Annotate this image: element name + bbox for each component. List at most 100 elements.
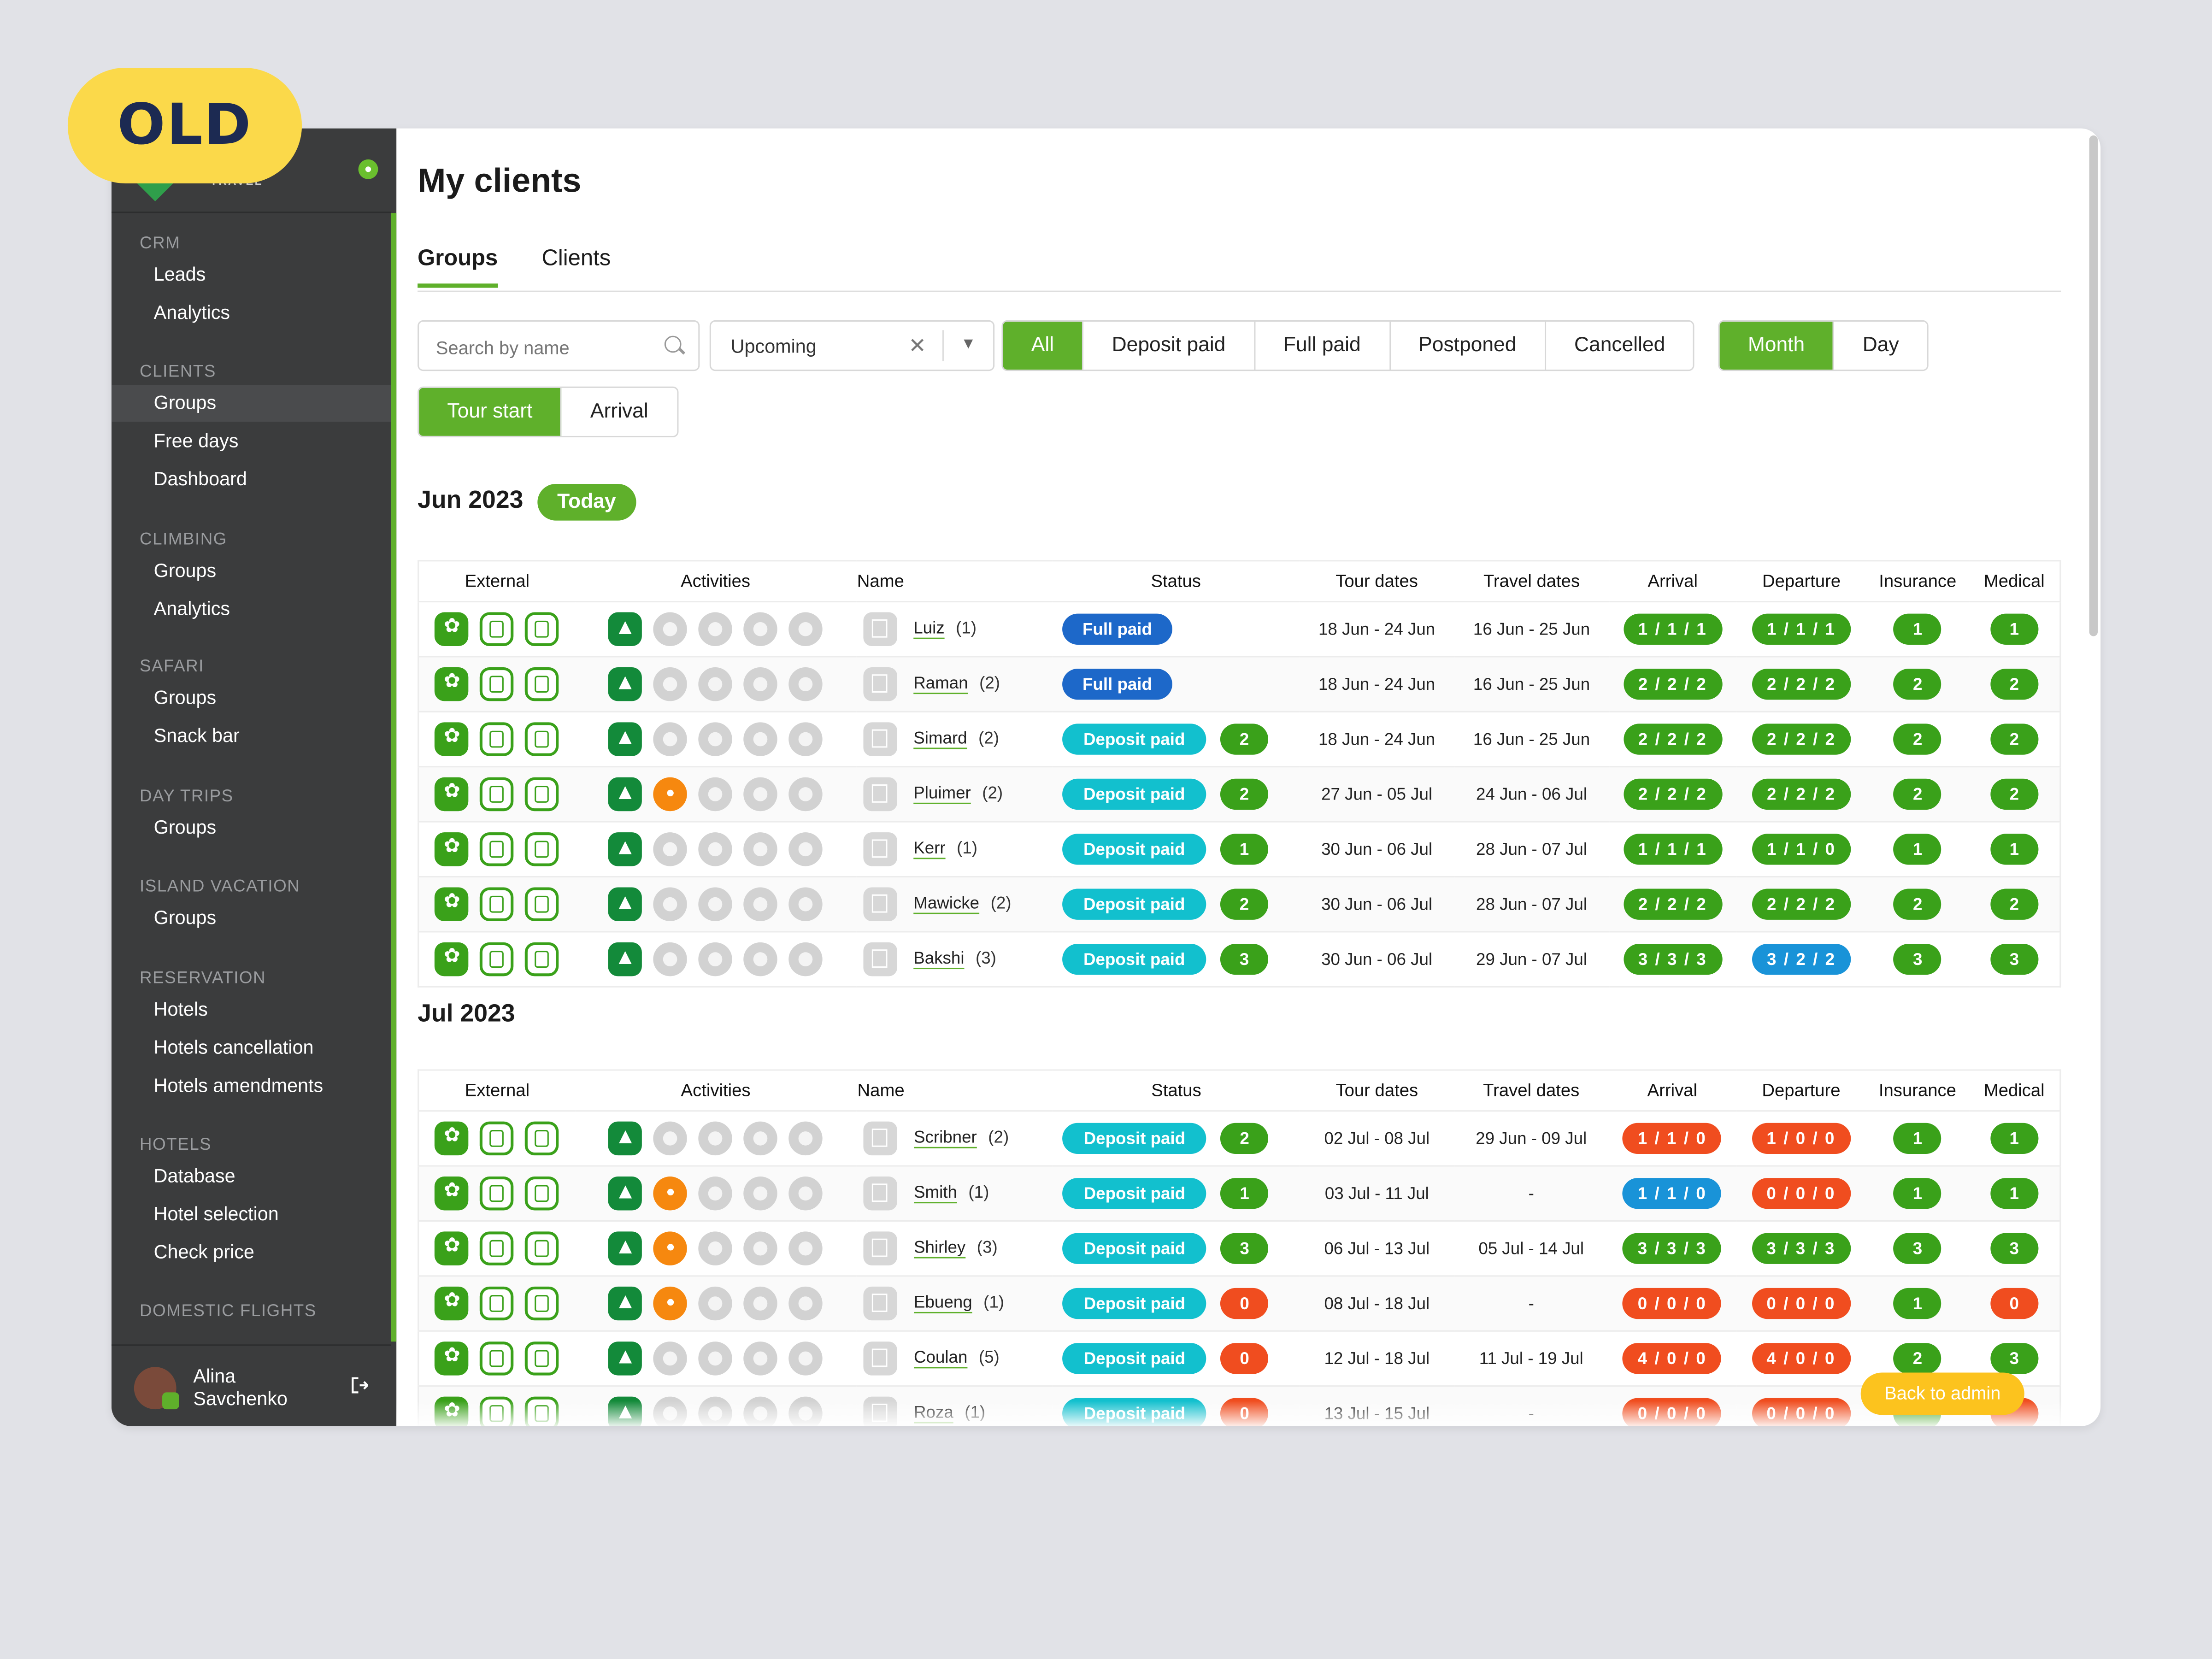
climbing-icon[interactable] — [608, 777, 642, 812]
status-badge[interactable]: Full paid — [1062, 669, 1172, 700]
client-name-link[interactable]: Simard — [913, 728, 967, 748]
calculator-icon[interactable] — [480, 1231, 514, 1265]
table-row[interactable]: Simard (2) Deposit paid 2 18 Jun - 24 Jun16 … — [418, 711, 2060, 767]
safari-paw-icon[interactable] — [653, 887, 688, 921]
document-icon[interactable] — [525, 1286, 559, 1321]
medical-badge[interactable]: 1 — [1990, 1123, 2038, 1154]
safari-paw-icon[interactable] — [653, 1121, 688, 1156]
departure-badge[interactable]: 1 / 0 / 0 — [1752, 1123, 1851, 1154]
medical-badge[interactable]: 1 — [1990, 613, 2038, 645]
table-row[interactable]: Coulan (5) Deposit paid 0 12 Jul - 18 Jul11 … — [418, 1330, 2060, 1386]
external-partner-icon[interactable] — [435, 777, 469, 812]
balloon-icon[interactable] — [699, 1231, 733, 1265]
safari-paw-icon[interactable] — [653, 1231, 688, 1265]
table-row[interactable]: Mawicke (2) Deposit paid 2 30 Jun - 06 Jul28… — [418, 876, 2060, 932]
calculator-icon[interactable] — [480, 1286, 514, 1321]
safari-paw-icon[interactable] — [653, 1341, 688, 1376]
client-name-link[interactable]: Smith — [913, 1182, 957, 1202]
period-select[interactable]: Upcoming ✕ ▼ — [709, 320, 995, 371]
arrival-badge[interactable]: 2 / 2 / 2 — [1623, 778, 1722, 810]
departure-badge[interactable]: 1 / 1 / 1 — [1752, 613, 1851, 645]
calculator-icon[interactable] — [480, 722, 514, 756]
sidebar-item-free-days[interactable]: Free days — [153, 430, 239, 451]
day-trip-icon[interactable] — [744, 1121, 778, 1156]
calculator-icon[interactable] — [480, 612, 514, 647]
departure-badge[interactable]: 2 / 2 / 2 — [1752, 888, 1851, 920]
arrival-badge[interactable]: 1 / 1 / 1 — [1623, 834, 1722, 865]
insurance-badge[interactable]: 3 — [1894, 943, 1942, 975]
sidebar-item-dashboard[interactable]: Dashboard — [153, 468, 247, 489]
status-filter-full-paid[interactable]: Full paid — [1255, 321, 1390, 370]
external-partner-icon[interactable] — [435, 667, 469, 701]
safari-paw-icon[interactable] — [653, 722, 688, 756]
departure-badge[interactable]: 0 / 0 / 0 — [1752, 1288, 1851, 1319]
notes-icon[interactable] — [863, 942, 897, 977]
insurance-badge[interactable]: 1 — [1893, 1288, 1941, 1319]
notes-icon[interactable] — [863, 667, 897, 701]
island-icon[interactable] — [789, 1121, 823, 1156]
search-icon[interactable] — [664, 335, 682, 353]
status-badge[interactable]: Deposit paid — [1062, 724, 1206, 755]
date-basis-arrival[interactable]: Arrival — [562, 388, 677, 436]
sidebar-item-hotels-amendments[interactable]: Hotels amendments — [153, 1074, 324, 1096]
day-trip-icon[interactable] — [744, 1177, 778, 1211]
arrival-badge[interactable]: 4 / 0 / 0 — [1623, 1343, 1722, 1374]
sidebar-item-hotels[interactable]: Hotels — [153, 999, 208, 1020]
status-badge[interactable]: Deposit paid — [1062, 1233, 1206, 1264]
notes-icon[interactable] — [863, 722, 897, 756]
calculator-icon[interactable] — [480, 942, 514, 977]
day-trip-icon[interactable] — [744, 1341, 778, 1376]
island-icon[interactable] — [788, 942, 823, 977]
balloon-icon[interactable] — [698, 612, 733, 647]
document-icon[interactable] — [525, 777, 559, 812]
status-badge[interactable]: Deposit paid — [1062, 834, 1206, 865]
status-badge[interactable]: Deposit paid — [1062, 1288, 1206, 1319]
insurance-badge[interactable]: 1 — [1894, 613, 1942, 645]
island-icon[interactable] — [788, 722, 823, 756]
back-to-admin-button[interactable]: Back to admin — [1860, 1372, 2024, 1415]
calculator-icon[interactable] — [480, 1341, 514, 1376]
status-filter-postponed[interactable]: Postponed — [1390, 321, 1546, 370]
medical-badge[interactable]: 2 — [1990, 724, 2038, 755]
climbing-icon[interactable] — [608, 1177, 642, 1211]
status-badge[interactable]: Full paid — [1062, 613, 1172, 645]
client-name-link[interactable]: Bakshi — [913, 948, 965, 968]
climbing-icon[interactable] — [608, 722, 642, 756]
departure-badge[interactable]: 2 / 2 / 2 — [1752, 778, 1851, 810]
status-badge[interactable]: Deposit paid — [1062, 1178, 1206, 1209]
arrival-badge[interactable]: 1 / 1 / 1 — [1623, 613, 1722, 645]
document-icon[interactable] — [525, 1341, 559, 1376]
status-filter-cancelled[interactable]: Cancelled — [1546, 321, 1694, 370]
island-icon[interactable] — [788, 777, 823, 812]
notes-icon[interactable] — [863, 1286, 897, 1321]
balloon-icon[interactable] — [698, 942, 733, 977]
table-row[interactable]: Smith (1) Deposit paid 1 03 Jul - 11 Jul-1 /… — [418, 1165, 2060, 1221]
medical-badge[interactable]: 3 — [1990, 1233, 2038, 1264]
external-partner-icon[interactable] — [435, 832, 469, 866]
status-filter-all[interactable]: All — [1003, 321, 1084, 370]
granularity-month[interactable]: Month — [1719, 321, 1835, 370]
day-trip-icon[interactable] — [743, 667, 778, 701]
sidebar-item-groups[interactable]: Groups — [153, 560, 217, 582]
arrival-badge[interactable]: 3 / 3 / 3 — [1623, 943, 1722, 975]
balloon-icon[interactable] — [699, 1177, 733, 1211]
table-row[interactable]: Bakshi (3) Deposit paid 3 30 Jun - 06 Jul29 … — [418, 931, 2060, 987]
island-icon[interactable] — [788, 612, 823, 647]
medical-badge[interactable]: 3 — [1990, 1343, 2038, 1374]
search-input[interactable] — [419, 321, 651, 373]
document-icon[interactable] — [525, 1231, 559, 1265]
external-partner-icon[interactable] — [435, 1231, 469, 1265]
tab-clients[interactable]: Clients — [541, 247, 611, 271]
tab-groups[interactable]: Groups — [418, 247, 498, 288]
arrival-badge[interactable]: 2 / 2 / 2 — [1623, 888, 1722, 920]
status-badge[interactable]: Deposit paid — [1062, 943, 1206, 975]
safari-paw-icon[interactable] — [653, 1286, 688, 1321]
island-icon[interactable] — [788, 667, 823, 701]
clear-icon[interactable]: ✕ — [908, 334, 926, 359]
granularity-day[interactable]: Day — [1834, 321, 1927, 370]
medical-badge[interactable]: 0 — [1990, 1288, 2038, 1319]
day-trip-icon[interactable] — [743, 777, 778, 812]
document-icon[interactable] — [525, 667, 559, 701]
